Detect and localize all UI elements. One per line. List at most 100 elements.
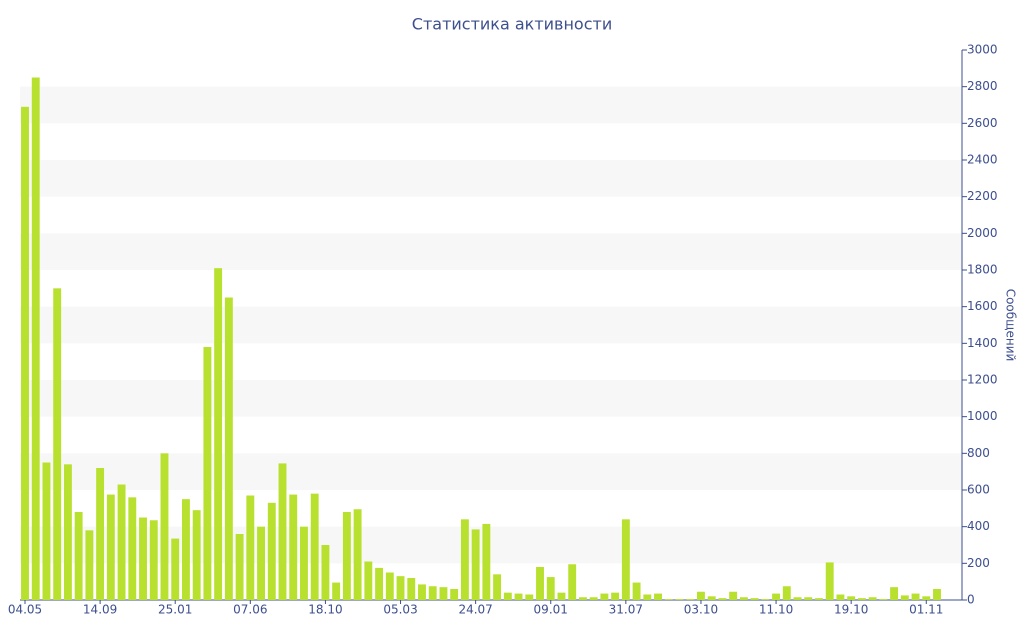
bar <box>675 599 684 600</box>
bar <box>568 564 577 600</box>
y-tick-label: 1000 <box>967 409 998 423</box>
x-tick-label: 14.09 <box>83 603 117 617</box>
bar <box>74 512 83 600</box>
bar <box>310 493 319 600</box>
bar <box>514 593 523 600</box>
y-tick-label: 600 <box>967 483 990 497</box>
x-tick-label: 01.11 <box>909 603 943 617</box>
bar <box>578 597 587 600</box>
bar <box>621 519 630 600</box>
grid-band <box>20 380 962 417</box>
bar <box>772 593 781 600</box>
bar <box>536 567 544 600</box>
y-tick-label: 0 <box>967 593 975 607</box>
bar <box>686 599 695 600</box>
bar <box>235 534 244 600</box>
grid-band <box>20 160 962 197</box>
bar <box>729 591 738 600</box>
bar <box>804 597 813 600</box>
bar <box>63 464 72 600</box>
bar <box>385 572 394 600</box>
bar <box>375 567 384 600</box>
bar <box>278 463 287 600</box>
bar <box>117 484 126 600</box>
bar <box>643 594 652 600</box>
bar <box>782 586 791 600</box>
bar <box>900 595 909 600</box>
y-axis-label: Сообщений <box>1004 289 1018 362</box>
bar <box>546 577 555 600</box>
bar <box>342 512 351 600</box>
y-tick-label: 2200 <box>967 189 998 203</box>
bar <box>815 598 823 600</box>
x-tick-label: 25.01 <box>158 603 192 617</box>
bar <box>128 497 137 600</box>
bar <box>149 520 158 600</box>
x-tick-label: 18.10 <box>308 603 342 617</box>
bar <box>739 597 748 600</box>
x-tick-label: 19.10 <box>834 603 868 617</box>
y-tick-label: 1200 <box>967 373 998 387</box>
bar <box>707 596 716 600</box>
bar <box>439 587 448 600</box>
bar <box>664 599 673 600</box>
y-tick-label: 2800 <box>967 79 998 93</box>
bar <box>825 562 834 600</box>
grid-band <box>20 86 962 124</box>
bar <box>21 106 29 600</box>
bar <box>96 468 105 600</box>
bar <box>847 596 856 600</box>
x-tick-label: 24.07 <box>458 603 492 617</box>
bar <box>418 584 426 600</box>
bar <box>557 592 566 600</box>
x-tick-label: 09.01 <box>534 603 568 617</box>
bar <box>364 561 373 600</box>
y-tick-label: 1800 <box>967 263 998 277</box>
bar <box>106 494 115 600</box>
bar <box>911 593 920 600</box>
bar <box>654 593 662 600</box>
y-tick-label: 3000 <box>967 43 998 57</box>
grid-band <box>20 233 962 270</box>
bar <box>224 297 233 600</box>
bar <box>632 582 641 600</box>
bar <box>503 592 512 600</box>
bar <box>267 502 276 600</box>
bar <box>697 591 705 600</box>
bar <box>31 77 40 600</box>
bar <box>181 499 190 600</box>
bar <box>793 597 802 600</box>
x-tick-label: 05.03 <box>383 603 417 617</box>
y-tick-label: 2600 <box>967 116 998 130</box>
bar <box>922 596 931 600</box>
bar <box>42 462 51 600</box>
bar <box>203 347 212 600</box>
bar <box>407 578 416 600</box>
y-tick-label: 1400 <box>967 336 998 350</box>
x-tick-label: 03.10 <box>684 603 718 617</box>
y-tick-label: 2000 <box>967 226 998 240</box>
bar <box>761 599 770 600</box>
bar <box>53 288 62 600</box>
bar <box>428 586 437 600</box>
bar <box>332 582 341 600</box>
bar <box>246 495 255 600</box>
bar <box>718 598 727 600</box>
bar <box>85 530 94 600</box>
bar <box>836 594 845 600</box>
y-tick-label: 200 <box>967 556 990 570</box>
bar <box>482 523 491 600</box>
y-tick-label: 800 <box>967 446 990 460</box>
bar <box>857 598 866 600</box>
x-tick-label: 07.06 <box>233 603 267 617</box>
bar <box>879 599 888 600</box>
x-tick-label: 04.05 <box>8 603 42 617</box>
bar <box>192 510 201 600</box>
bar <box>289 494 298 600</box>
bar <box>589 597 598 600</box>
grid-band <box>20 306 962 344</box>
bar <box>750 598 759 600</box>
y-tick-label: 400 <box>967 519 990 533</box>
bar <box>139 517 147 600</box>
